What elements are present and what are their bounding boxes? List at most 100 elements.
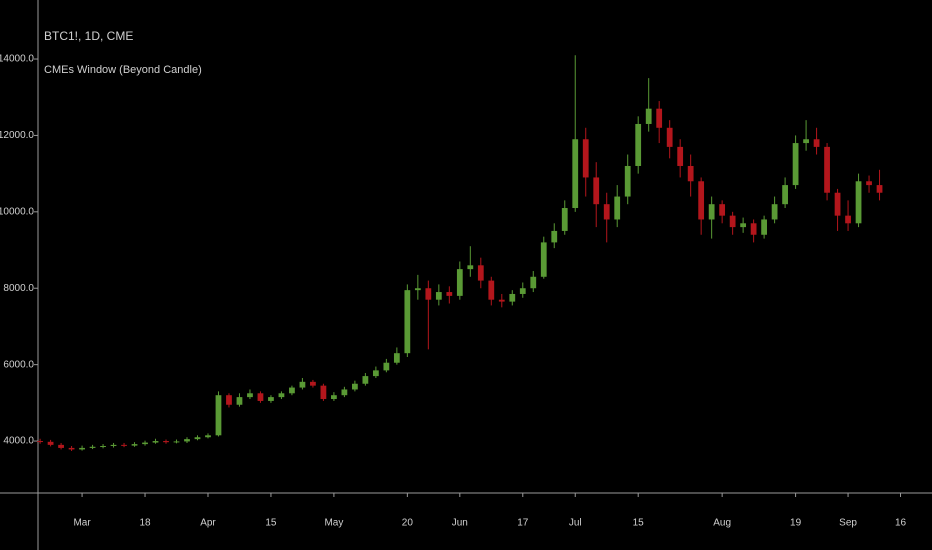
candle-body <box>393 353 400 363</box>
candle-body <box>729 215 736 228</box>
candle-body <box>645 108 652 124</box>
y-tick-label: 6000.0 <box>3 359 34 370</box>
candle-body <box>131 444 138 446</box>
candle-body <box>331 395 337 400</box>
candle-body <box>624 165 631 197</box>
x-tick-label: Aug <box>713 518 731 529</box>
candle-body <box>446 292 453 296</box>
candle-body <box>456 269 463 296</box>
candle-body <box>708 204 715 220</box>
x-tick-label: Jun <box>452 518 468 529</box>
candle-body <box>488 280 495 300</box>
candle-body <box>876 185 883 193</box>
candle-body <box>855 181 862 224</box>
y-tick-label: 14000.0 <box>0 54 34 65</box>
chart-subtitle: CMEs Window (Beyond Candle) <box>44 64 202 76</box>
candle-body <box>341 389 348 396</box>
candle-body <box>572 139 579 209</box>
candle-body <box>247 393 253 398</box>
x-tick-label: 16 <box>895 518 907 529</box>
candle-body <box>614 196 621 220</box>
candle-body <box>226 395 232 405</box>
x-tick-label: Mar <box>73 518 91 529</box>
candle-body <box>310 381 316 386</box>
candle-body <box>509 293 516 302</box>
candle-body <box>236 397 243 405</box>
candle-body <box>498 299 505 302</box>
candle-body <box>372 370 379 377</box>
candle-body <box>792 143 799 186</box>
candle-body <box>289 387 295 394</box>
y-tick-label: 8000.0 <box>3 283 34 294</box>
candle-body <box>782 185 788 205</box>
candle-body <box>89 446 96 448</box>
candle-body <box>299 381 306 388</box>
candle-body <box>173 441 180 443</box>
x-tick-label: 15 <box>633 518 645 529</box>
x-tick-label: 19 <box>790 518 802 529</box>
candle-body <box>278 393 285 398</box>
candle-body <box>834 192 841 216</box>
x-tick-label: Apr <box>200 518 216 529</box>
candle-body <box>540 242 547 277</box>
candle-body <box>771 204 778 220</box>
candle-body <box>603 204 610 220</box>
candle-body <box>257 393 264 401</box>
candle-body <box>79 447 85 450</box>
candle-body <box>845 215 851 224</box>
candle-body <box>184 439 190 442</box>
candle-body <box>740 223 747 228</box>
candle-body <box>320 385 327 400</box>
candle-body <box>100 446 106 448</box>
x-tick-label: 18 <box>139 518 151 529</box>
x-tick-label: Sep <box>839 518 857 529</box>
candle-body <box>551 230 558 243</box>
x-tick-label: Jul <box>569 518 582 529</box>
candle-body <box>215 395 222 436</box>
candle-body <box>687 165 694 182</box>
candle-body <box>142 442 148 445</box>
candle-body <box>635 123 642 166</box>
candle-body <box>268 397 274 401</box>
candle-body <box>58 444 64 448</box>
candle-body <box>362 376 369 384</box>
candle-body <box>404 290 411 354</box>
candle-body <box>530 276 537 289</box>
candle-body <box>761 219 767 235</box>
candle-body <box>698 181 705 220</box>
candle-body <box>110 444 117 447</box>
candle-body <box>205 435 211 438</box>
candle-body <box>163 441 169 443</box>
candle-body <box>561 208 568 231</box>
y-tick-label: 10000.0 <box>0 206 34 217</box>
candle-body <box>68 447 75 450</box>
candle-body <box>824 146 830 193</box>
chart-title: BTC1!, 1D, CME <box>44 29 133 43</box>
candle-body <box>152 441 159 443</box>
x-tick-label: 17 <box>517 518 529 529</box>
candle-body <box>582 139 589 178</box>
candle-body <box>47 441 54 445</box>
x-tick-label: May <box>324 518 343 529</box>
x-tick-label: 15 <box>265 518 277 529</box>
candle-body <box>435 292 442 300</box>
candle-body <box>467 265 474 270</box>
candle-body <box>719 204 726 216</box>
candle-body <box>666 127 673 147</box>
candle-body <box>813 139 820 147</box>
candle-body <box>352 383 358 390</box>
candle-body <box>519 288 526 294</box>
candle-body <box>656 108 663 128</box>
candle-body <box>803 139 809 144</box>
candle-body <box>414 288 421 291</box>
candle-body <box>677 146 684 166</box>
candle-body <box>383 362 390 371</box>
candle-body <box>425 288 432 300</box>
candle-body <box>866 181 872 186</box>
candle-body <box>194 437 201 440</box>
candle-body <box>593 177 600 205</box>
candle-body <box>477 265 484 281</box>
y-tick-label: 4000.0 <box>3 436 34 447</box>
candle-body <box>37 441 43 443</box>
